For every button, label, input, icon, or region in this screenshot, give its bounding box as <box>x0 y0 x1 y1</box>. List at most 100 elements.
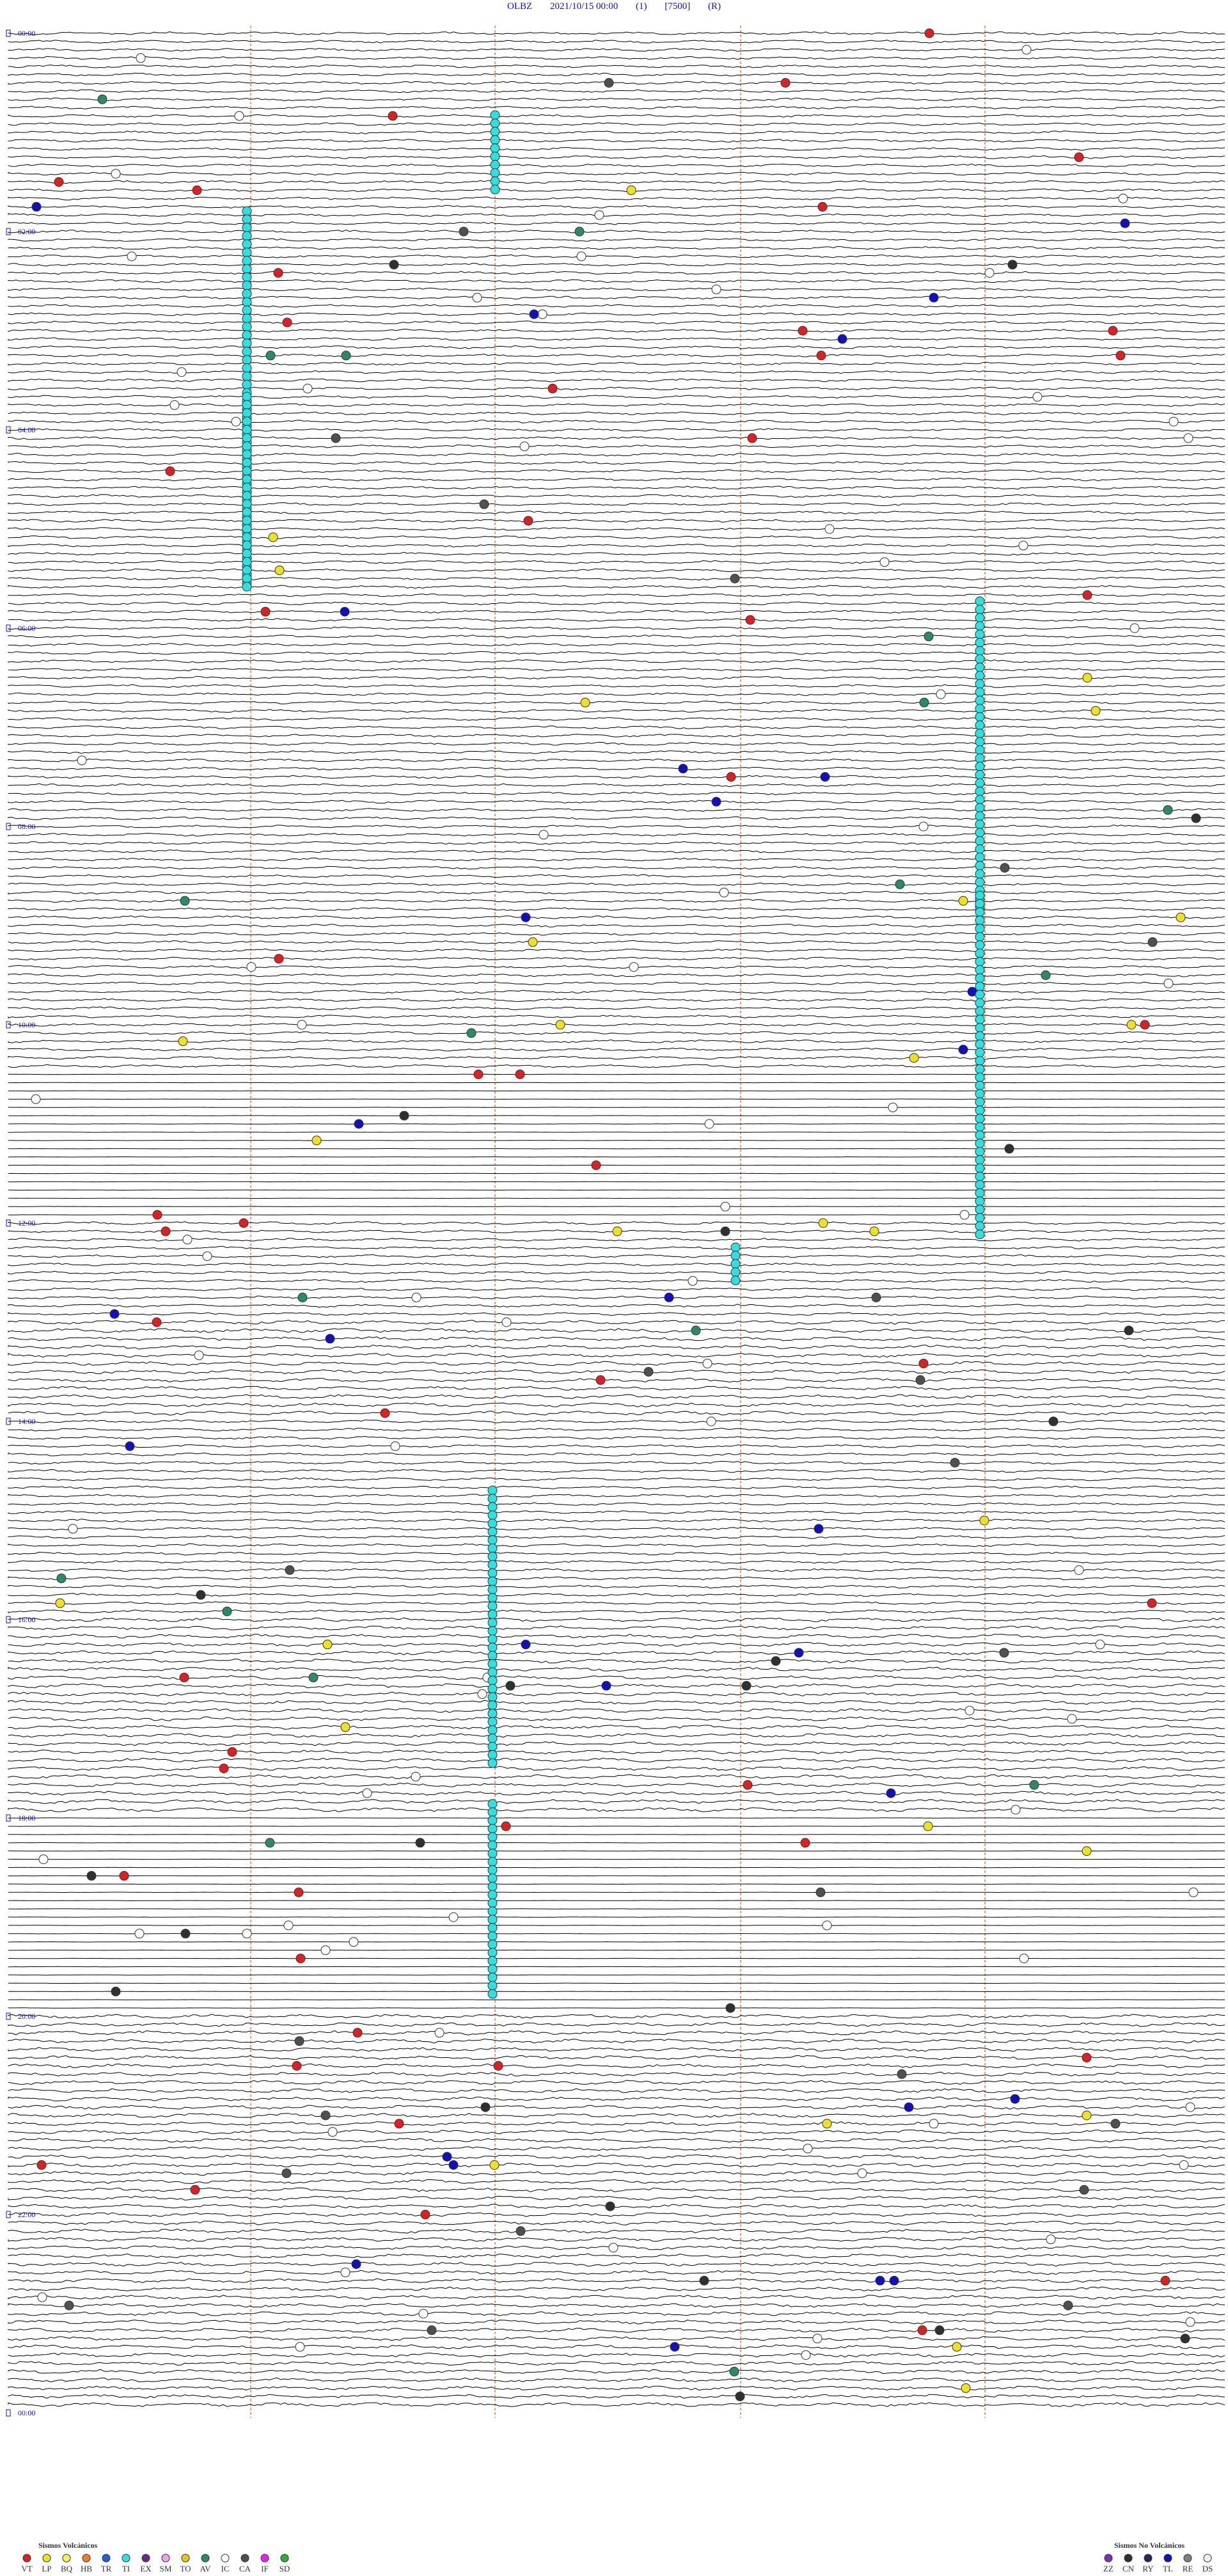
trace <box>8 1402 1225 1407</box>
trace <box>8 709 1225 713</box>
event-marker <box>975 1023 985 1033</box>
trace <box>8 1485 1225 1490</box>
event-marker <box>487 1807 498 1817</box>
trace <box>8 1750 1225 1755</box>
event-marker <box>741 1680 752 1691</box>
trace <box>8 1900 1225 1901</box>
event-marker <box>975 737 985 747</box>
event-marker <box>165 466 175 477</box>
event-marker <box>975 828 985 838</box>
trace <box>8 1842 1225 1844</box>
event-marker <box>924 28 934 38</box>
legend-code: HB <box>81 2564 92 2573</box>
trace <box>8 1452 1225 1457</box>
event-marker <box>487 1485 498 1496</box>
event-marker <box>501 1821 511 1831</box>
event-marker <box>420 2209 430 2220</box>
event-marker <box>975 890 985 901</box>
event-marker <box>487 1634 498 1644</box>
trace <box>8 1708 1225 1713</box>
event-marker <box>180 1929 191 1939</box>
trace <box>8 1774 1225 1780</box>
event-marker <box>975 670 985 681</box>
event-marker <box>975 786 985 796</box>
trace <box>8 502 1225 507</box>
trace <box>8 1469 1225 1473</box>
event-marker <box>389 260 399 270</box>
trace <box>8 1352 1225 1358</box>
event-marker <box>178 1036 188 1047</box>
event-marker <box>242 532 252 542</box>
trace <box>8 1641 1225 1647</box>
event-marker <box>895 879 905 889</box>
event-marker <box>111 1986 121 1996</box>
trace <box>8 717 1225 721</box>
trace <box>8 1634 1225 1639</box>
trace <box>8 1807 1225 1812</box>
trace <box>8 477 1225 482</box>
event-marker <box>242 457 252 468</box>
event-marker <box>822 2119 832 2129</box>
event-marker <box>975 1130 985 1141</box>
trace <box>8 411 1225 415</box>
trace <box>8 56 1225 60</box>
event-marker <box>242 441 252 451</box>
event-marker <box>294 1887 304 1897</box>
legend-dot <box>122 2554 130 2563</box>
event-marker <box>1095 1640 1105 1650</box>
trace <box>8 1535 1225 1539</box>
legend-code: IF <box>261 2564 269 2573</box>
hour-label: 18:00 <box>18 1813 35 1822</box>
event-marker <box>1074 1565 1084 1575</box>
trace <box>8 2328 1225 2333</box>
trace <box>8 1966 1225 1968</box>
event-marker <box>352 2028 363 2038</box>
trace <box>8 1015 1225 1019</box>
event-marker <box>975 1180 985 1190</box>
legend-dot <box>1124 2554 1133 2563</box>
event-marker <box>227 1747 237 1757</box>
event-marker <box>281 2168 292 2178</box>
trace <box>8 2130 1225 2135</box>
event-marker <box>975 679 985 689</box>
trace <box>8 998 1225 1002</box>
event-marker <box>242 466 252 476</box>
event-marker <box>936 689 946 699</box>
trace <box>8 601 1225 606</box>
trace <box>8 213 1225 217</box>
event-marker <box>490 143 500 154</box>
trace <box>8 1123 1225 1125</box>
event-marker <box>487 1948 498 1957</box>
event-marker <box>743 1780 753 1790</box>
event-marker <box>604 78 614 88</box>
legend-code: SM <box>160 2564 172 2573</box>
event-marker <box>459 226 469 237</box>
legend-dot <box>221 2554 230 2563</box>
trace <box>8 436 1225 440</box>
hour-label: 12:00 <box>18 1219 35 1228</box>
legend-dot <box>62 2554 71 2563</box>
event-marker <box>975 1229 985 1240</box>
event-marker <box>975 899 985 909</box>
event-marker <box>975 948 985 958</box>
trace <box>8 2278 1225 2284</box>
event-marker <box>418 2309 429 2319</box>
trace <box>8 692 1225 697</box>
trace <box>8 345 1225 349</box>
trace <box>8 1543 1225 1547</box>
trace <box>8 1510 1225 1515</box>
event-marker <box>505 1680 516 1691</box>
event-marker <box>897 2069 907 2079</box>
legend-dot <box>1144 2554 1153 2563</box>
event-marker <box>975 860 985 871</box>
trace <box>8 865 1225 870</box>
legend-dot <box>1183 2554 1192 2563</box>
trace <box>8 1427 1225 1432</box>
event-marker <box>242 248 252 258</box>
event-marker <box>725 2003 736 2013</box>
event-marker <box>265 1838 275 1848</box>
trace <box>8 659 1225 663</box>
trace <box>8 1733 1225 1738</box>
event-marker <box>36 2160 47 2170</box>
event-marker <box>487 1659 498 1669</box>
